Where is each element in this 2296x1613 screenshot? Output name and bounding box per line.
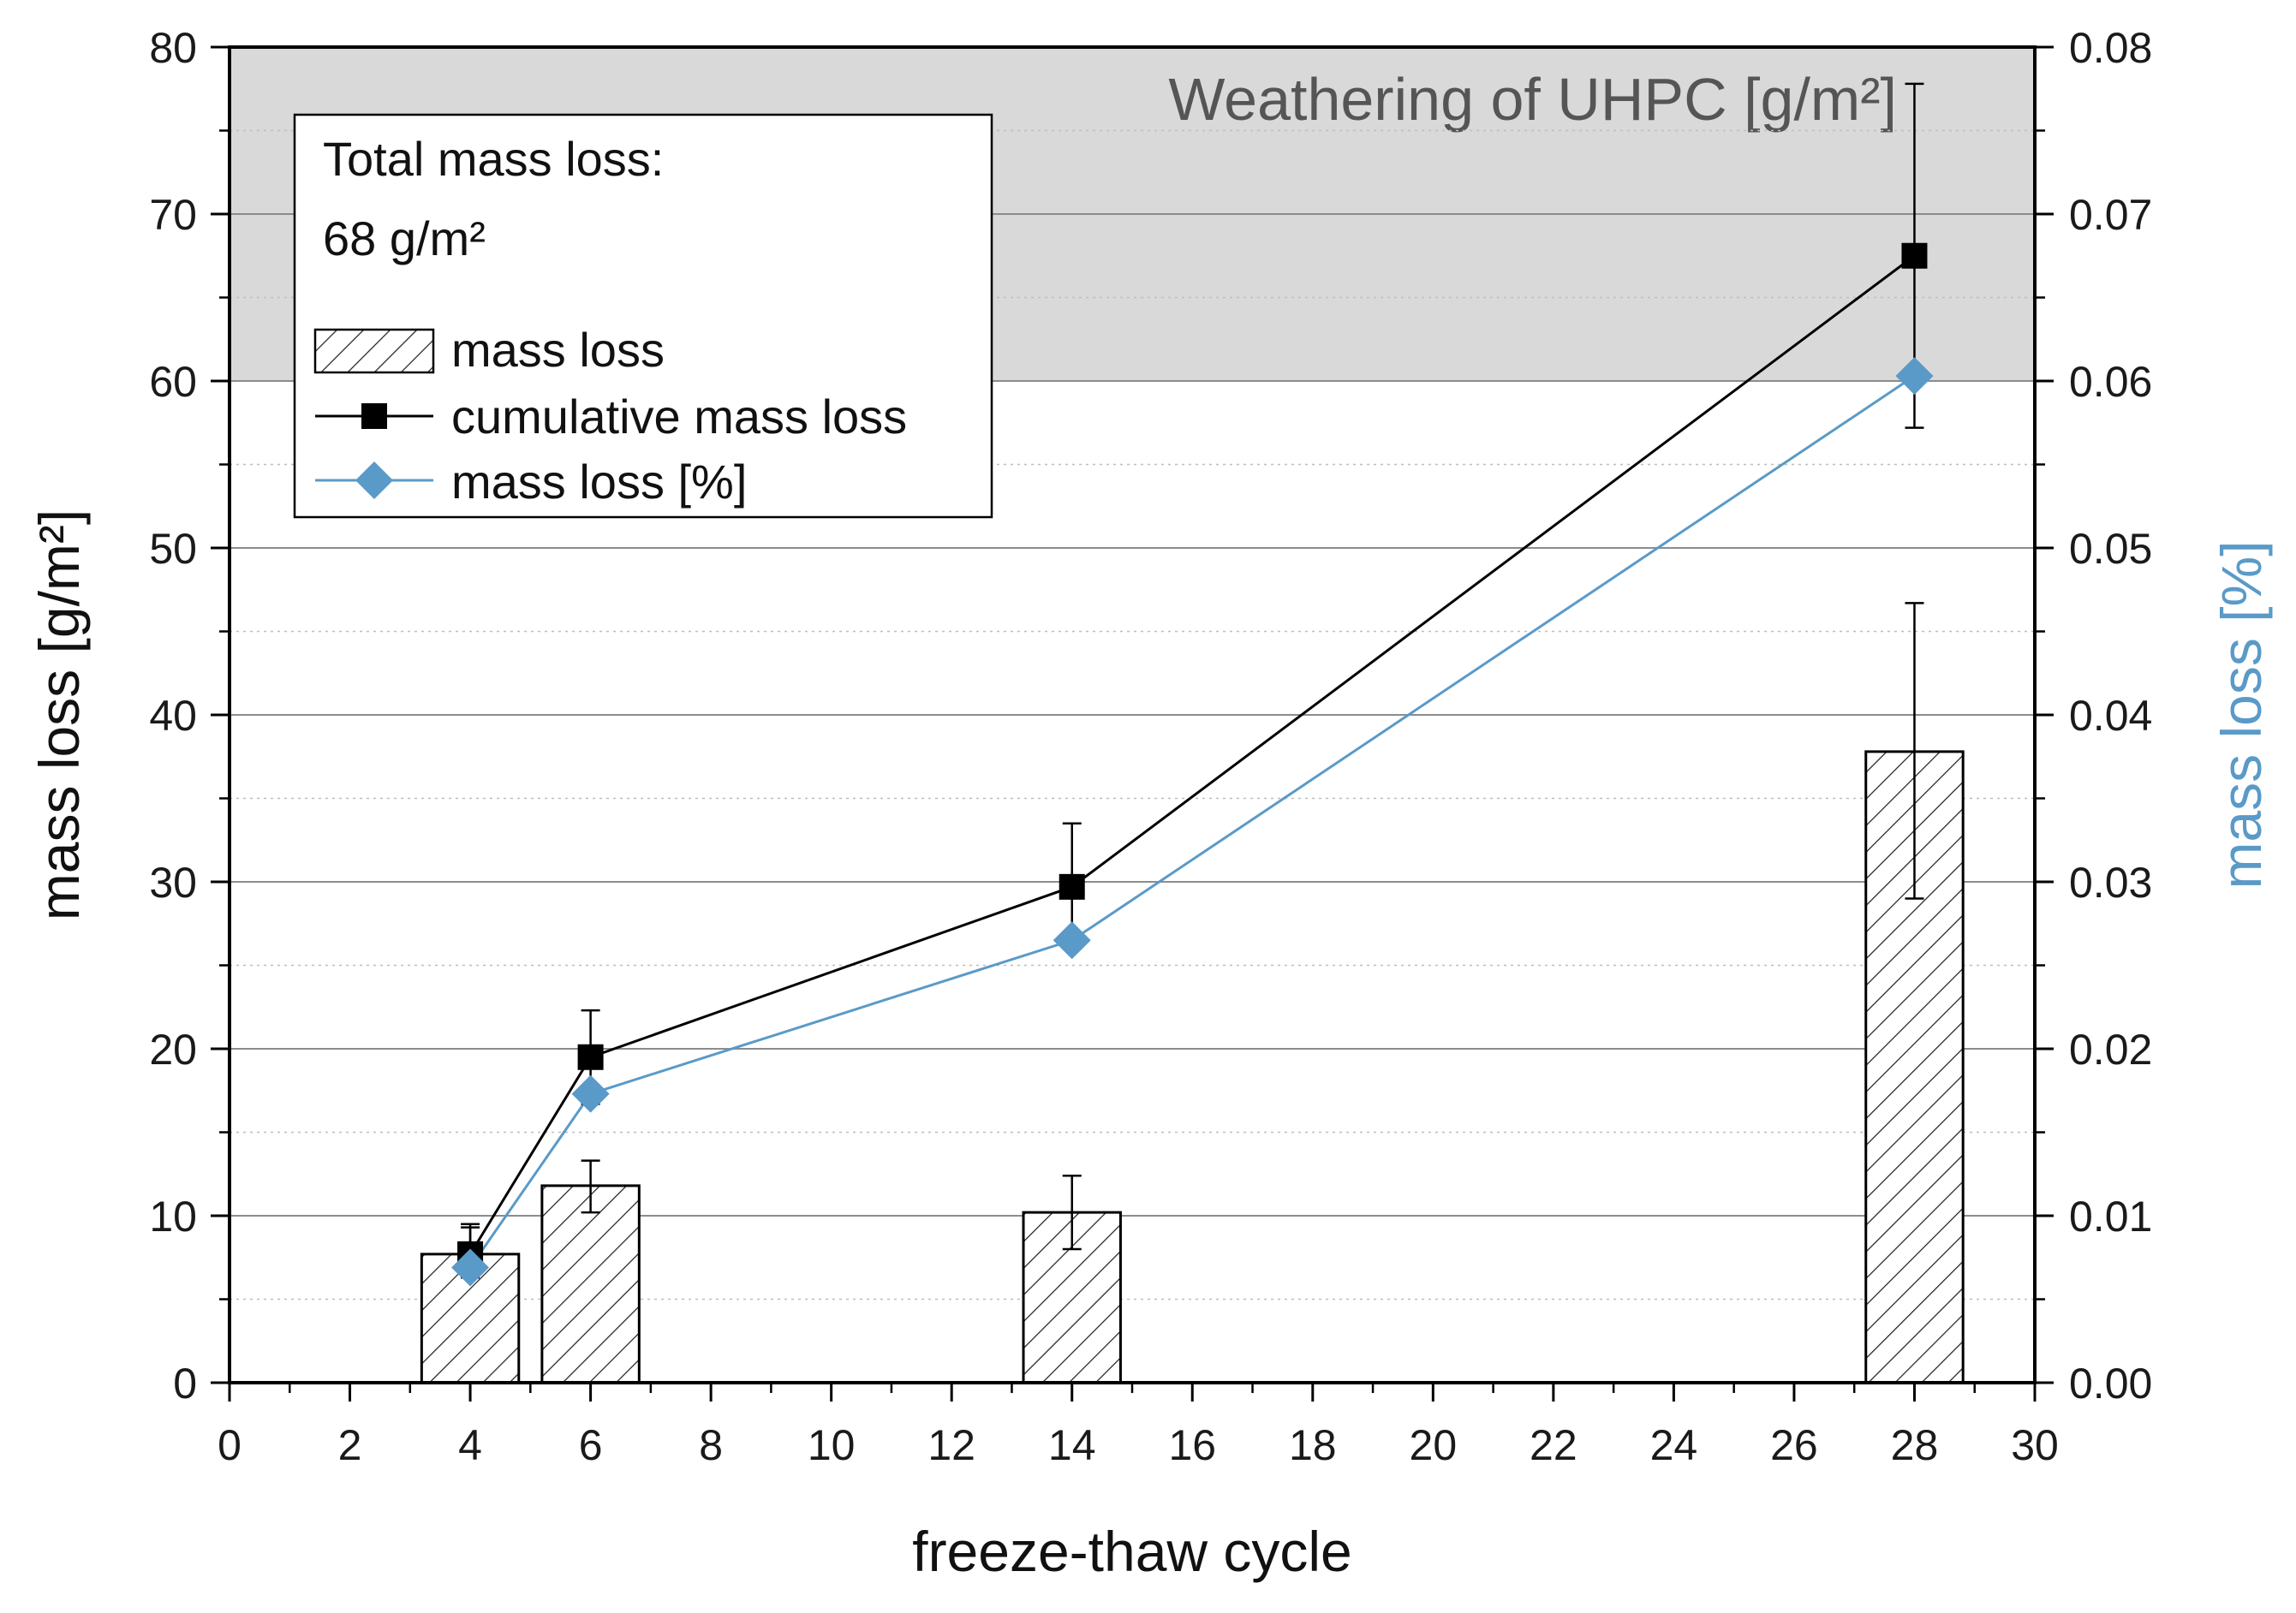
y-tick-label: 60 [149,358,197,406]
marker-cumulative [1901,242,1928,269]
legend-label-mass-loss: mass loss [451,323,665,377]
line-cumulative [468,254,1916,1255]
x-tick-label: 16 [1168,1421,1216,1469]
marker-percent [571,1074,610,1113]
legend-marker-percent [355,461,393,499]
legend-label-percent: mass loss [%] [451,455,747,509]
y-tick-label: 20 [149,1026,197,1074]
y-right-tick-label: 0.04 [2069,692,2152,740]
x-tick-label: 30 [2011,1421,2059,1469]
legend-label-cumulative: cumulative mass loss [451,390,907,443]
y-tick-label: 80 [149,24,197,72]
legend-swatch-mass-loss [313,328,435,374]
x-tick-label: 26 [1770,1421,1818,1469]
x-tick-label: 18 [1289,1421,1337,1469]
y-tick-label: 10 [149,1193,197,1241]
x-tick-label: 20 [1410,1421,1458,1469]
x-tick-label: 2 [338,1421,362,1469]
legend: Total mass loss: 68 g/m² mass loss cumul… [293,113,993,519]
annotation-line-1: Total mass loss: [323,132,664,186]
marker-percent [1053,921,1091,960]
bar-mass-loss [540,1184,641,1384]
x-tick-label: 22 [1530,1421,1577,1469]
x-tick-label: 28 [1891,1421,1939,1469]
y-right-tick-label: 0.05 [2069,525,2152,573]
axes: 0 2 4 6 8 10 12 14 16 18 20 22 24 26 28 300102030405060… [149,24,2152,1469]
y-tick-label: 40 [149,692,197,740]
x-tick-label: 24 [1650,1421,1698,1469]
y-tick-label: 50 [149,525,197,573]
y-right-tick-label: 0.00 [2069,1360,2152,1408]
x-tick-label: 8 [699,1421,723,1469]
x-tick-label: 10 [808,1421,856,1469]
marker-percent [451,1248,490,1287]
x-tick-label: 14 [1048,1421,1096,1469]
bar-series [420,602,1965,1384]
y-right-tick-label: 0.03 [2069,859,2152,907]
band-label: Weathering of UHPC [g/m²] [1168,66,1897,133]
y-right-axis-title: mass loss [%] [2210,540,2273,889]
y-tick-label: 0 [173,1360,197,1408]
y-tick-label: 70 [149,191,197,239]
line-series [451,82,1934,1287]
x-tick-label: 0 [218,1421,242,1469]
marker-cumulative [577,1044,604,1070]
y-right-tick-label: 0.06 [2069,358,2152,406]
annotation-line-2: 68 g/m² [323,211,486,265]
legend-marker-cumulative [361,403,387,429]
legend-box [293,113,993,519]
x-tick-label: 6 [579,1421,603,1469]
marker-cumulative [1059,873,1085,900]
y-right-tick-label: 0.08 [2069,24,2152,72]
y-right-tick-label: 0.07 [2069,191,2152,239]
x-axis-title: freeze-thaw cycle [912,1520,1352,1583]
y-axis-title: mass loss [g/m²] [27,509,91,920]
x-tick-label: 4 [458,1421,482,1469]
bar-mass-loss [420,1253,521,1384]
y-right-tick-label: 0.01 [2069,1193,2152,1241]
y-tick-label: 30 [149,859,197,907]
y-right-tick-label: 0.02 [2069,1026,2152,1074]
x-tick-label: 12 [927,1421,975,1469]
marker-percent [1895,357,1934,396]
line-percent [468,374,1916,1269]
